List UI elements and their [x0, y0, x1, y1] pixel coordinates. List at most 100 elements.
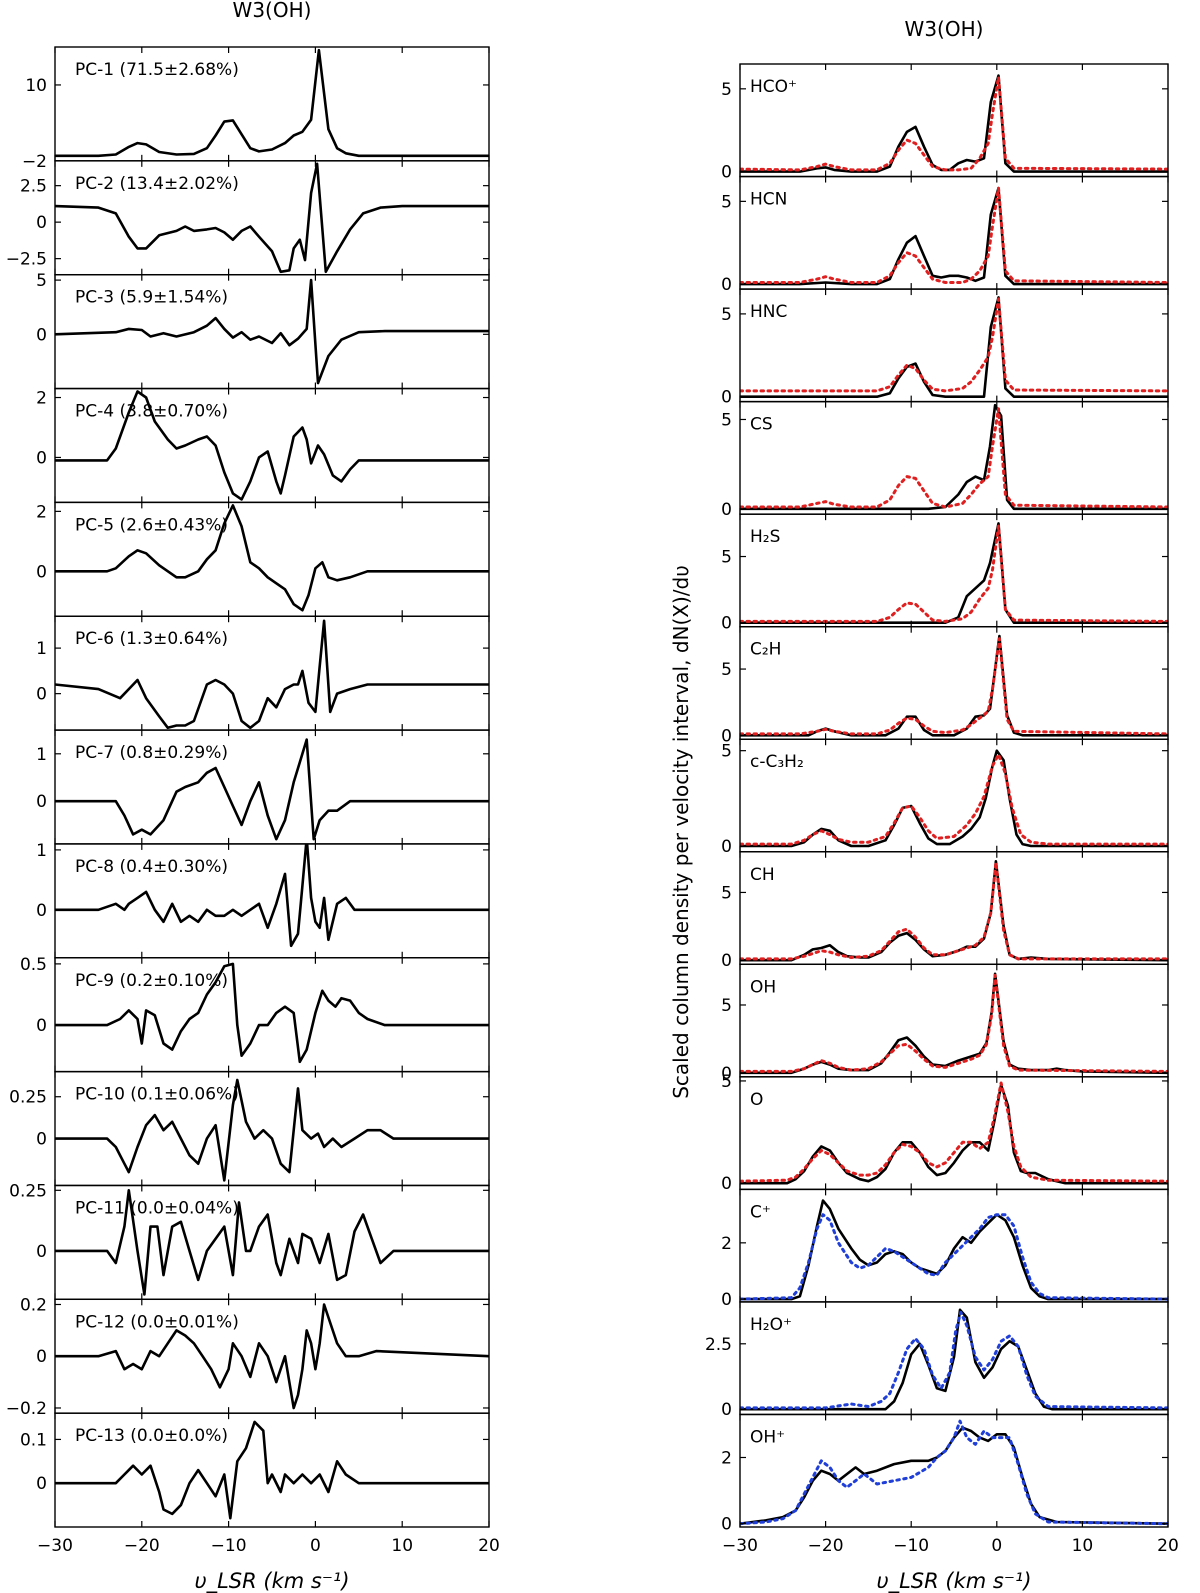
right-panel-3: 0 5 HNC	[721, 288, 1169, 408]
y-tick-label: 0.1	[20, 1430, 47, 1450]
y-tick-label: 0	[36, 325, 47, 345]
x-tick-label: 0	[991, 1536, 1002, 1556]
panel-label: PC-6 (1.3±0.64%)	[75, 629, 228, 649]
y-tick-label: 0	[36, 1016, 47, 1036]
y-tick-label: 0	[721, 388, 732, 408]
y-tick-label: 5	[721, 742, 732, 762]
panel-label: CH	[750, 865, 775, 885]
y-tick-label: 0	[721, 1400, 732, 1420]
y-tick-label: 0	[721, 500, 732, 520]
y-tick-label: 1	[36, 745, 47, 765]
panel-label: PC-10 (0.1±0.06%)	[75, 1085, 239, 1105]
panel-label: O	[750, 1090, 763, 1110]
model-fit-line	[740, 753, 1168, 846]
data-line	[740, 1083, 1168, 1185]
left-x-axis-label: υ_LSR (km s⁻¹)	[194, 1569, 349, 1593]
model-fit-line	[740, 297, 1168, 393]
panel-frame	[739, 1413, 1169, 1528]
x-tick-label: 20	[1157, 1536, 1179, 1556]
x-tick-label: 10	[391, 1536, 413, 1556]
model-fit-line	[740, 186, 1168, 284]
y-tick-label: 5	[721, 996, 732, 1016]
x-tick-label: 20	[478, 1536, 500, 1556]
y-tick-label: 5	[721, 1072, 732, 1092]
right-panel-2: 0 5 HCN	[721, 175, 1169, 295]
y-tick-label: 0	[36, 1474, 47, 1494]
right-panel-6: 0 5 C₂H	[721, 625, 1169, 746]
y-tick-label: −2	[22, 152, 47, 172]
y-tick-label: 2.5	[20, 177, 47, 197]
panel-label: PC-13 (0.0±0.0%)	[75, 1426, 228, 1446]
model-fit-line	[740, 637, 1168, 736]
right-panel-13: 0 2 OH⁺ −30 −20 −10 0 10 20	[721, 1413, 1179, 1556]
data-line	[740, 1308, 1168, 1411]
y-tick-label: 5	[721, 192, 732, 212]
model-fit-line	[740, 1419, 1168, 1526]
y-tick-label: 2.5	[705, 1335, 732, 1355]
data-line	[740, 296, 1168, 398]
panel-label: H₂S	[750, 527, 780, 547]
y-tick-label: 0	[721, 726, 732, 746]
y-tick-label: 0	[36, 1242, 47, 1262]
left-column-title: W3(OH)	[233, 0, 312, 22]
panel-label: PC-1 (71.5±2.68%)	[75, 60, 239, 80]
data-line	[55, 619, 489, 730]
y-tick-label: 5	[721, 660, 732, 680]
left-panel-4: 0 2 PC-4 (3.8±0.70%)	[36, 387, 490, 504]
panel-label: PC-9 (0.2±0.10%)	[75, 971, 228, 991]
left-panel-7: 0 1 PC-7 (0.8±0.29%)	[36, 729, 490, 845]
left-panel-9: 0 0.5 PC-9 (0.2±0.10%)	[20, 955, 490, 1073]
x-tick-label: −30	[722, 1536, 758, 1556]
panel-label: PC-5 (2.6±0.43%)	[75, 515, 228, 535]
x-tick-label: 10	[1072, 1536, 1094, 1556]
model-fit-line	[740, 407, 1168, 509]
y-tick-label: 0	[721, 163, 732, 183]
model-fit-line	[740, 1310, 1168, 1410]
y-tick-label: 5	[36, 271, 47, 291]
panel-label: HCN	[750, 190, 787, 210]
panel-label: OH⁺	[750, 1427, 785, 1447]
left-panel-12: −0.2 0 0.2 PC-12 (0.0±0.01%)	[6, 1295, 490, 1419]
left-panel-13: 0 0.1 PC-13 (0.0±0.0%) −30 −20 −10 0 10 20	[20, 1412, 500, 1556]
model-fit-line	[740, 861, 1168, 961]
left-panel-2: −2.5 0 2.5 PC-2 (13.4±2.02%)	[6, 160, 490, 276]
y-tick-label: 0	[721, 1064, 732, 1084]
model-fit-line	[740, 1081, 1168, 1183]
data-line	[55, 1420, 489, 1520]
data-line	[55, 504, 489, 612]
panel-label: PC-12 (0.0±0.01%)	[75, 1312, 239, 1332]
data-line	[55, 1303, 489, 1410]
y-tick-label: 0	[36, 685, 47, 705]
y-tick-label: 0	[721, 1174, 732, 1194]
x-tick-label: −10	[893, 1536, 929, 1556]
y-tick-label: 0	[36, 1347, 47, 1367]
y-tick-label: 1	[36, 841, 47, 861]
right-y-axis-label: Scaled column density per velocity inter…	[669, 565, 693, 1099]
right-column-title: W3(OH)	[905, 17, 984, 41]
y-tick-label: 0	[721, 614, 732, 634]
panel-label: PC-7 (0.8±0.29%)	[75, 743, 228, 763]
y-tick-label: 0	[36, 901, 47, 921]
x-tick-label: −20	[124, 1536, 160, 1556]
y-tick-label: 0	[721, 837, 732, 857]
panel-label: c-C₃H₂	[750, 752, 804, 772]
panel-label: PC-11 (0.0±0.04%)	[75, 1198, 239, 1218]
y-tick-label: −2.5	[6, 250, 47, 270]
model-fit-line	[740, 973, 1168, 1073]
right-panel-8: 0 5 CH	[721, 851, 1169, 971]
data-line	[55, 48, 489, 158]
y-tick-label: 0	[36, 792, 47, 812]
y-tick-label: 0	[721, 951, 732, 971]
y-tick-label: 5	[721, 883, 732, 903]
x-tick-label: 0	[310, 1536, 321, 1556]
y-tick-label: 2	[721, 1234, 732, 1254]
panel-label: HNC	[750, 302, 787, 322]
y-tick-label: 5	[721, 305, 732, 325]
panel-label: C⁺	[750, 1202, 771, 1222]
panel-label: PC-3 (5.9±1.54%)	[75, 288, 228, 308]
data-line	[55, 278, 489, 385]
x-tick-label: −10	[211, 1536, 247, 1556]
